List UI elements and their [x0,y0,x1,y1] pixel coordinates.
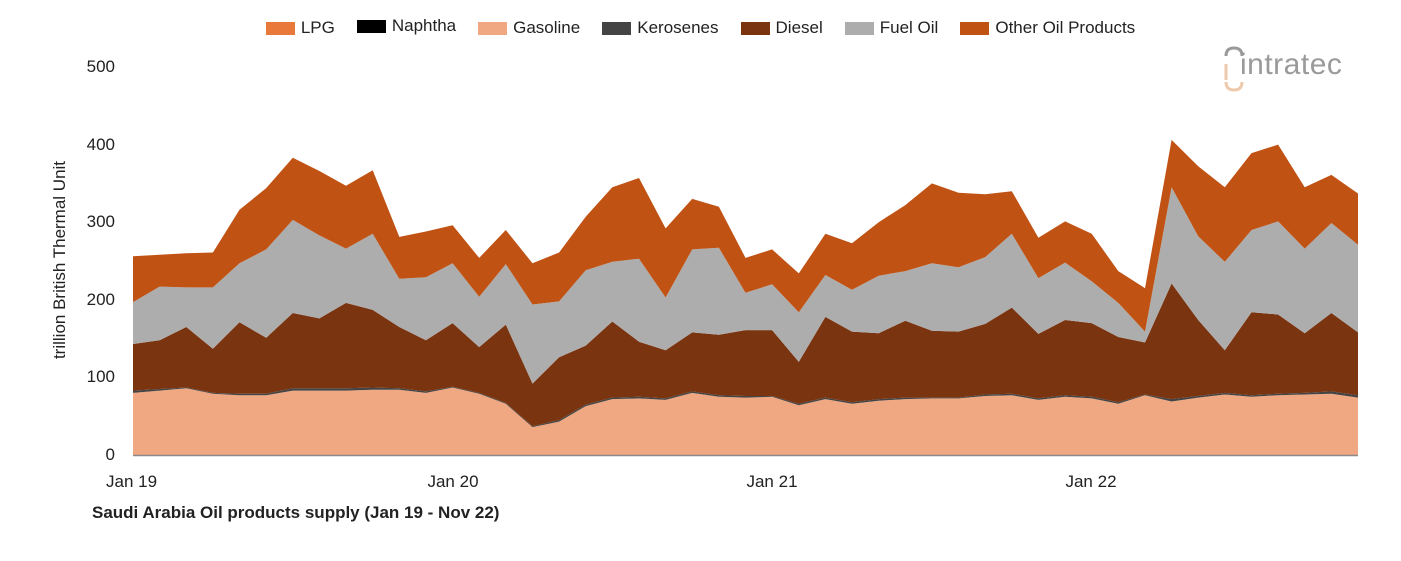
legend-swatch-icon [478,21,508,35]
y-tick-200: 200 [86,290,115,309]
legend-item-fuel-oil[interactable]: Fuel Oil [844,18,939,38]
area-other-oil-products [133,139,1358,332]
y-tick-100: 100 [86,367,115,386]
legend-swatch-icon [356,19,386,33]
legend-label: Other Oil Products [995,18,1136,37]
legend-label: Gasoline [513,18,581,37]
legend-swatch-icon [960,21,990,35]
y-tick-300: 300 [86,212,115,231]
x-tick-jan19: Jan 19 [106,472,158,491]
chart-legend: LPG Naphtha Gasoline Kerosenes Diesel Fuel Oi… [0,16,1401,38]
legend-swatch-icon [844,21,874,35]
legend-item-kerosenes[interactable]: Kerosenes [602,18,719,38]
legend-item-lpg[interactable]: LPG [265,18,335,38]
y-tick-500: 500 [86,57,115,76]
x-tick-jan22: Jan 22 [1065,472,1117,491]
legend-label: Fuel Oil [879,18,939,37]
chart-caption: Saudi Arabia Oil products supply (Jan 19… [92,503,500,522]
legend-item-gasoline[interactable]: Gasoline [478,18,580,38]
x-tick-jan21: Jan 21 [746,472,798,491]
legend-label: Naphtha [391,16,457,35]
y-tick-400: 400 [86,135,115,154]
legend-label: Kerosenes [637,18,719,37]
legend-item-diesel[interactable]: Diesel [740,18,823,38]
y-axis-label: trillion British Thermal Unit [50,160,69,360]
logo-text: intratec [1240,48,1343,81]
legend-item-other-oil-products[interactable]: Other Oil Products [960,18,1135,38]
intratec-logo-icon [1224,46,1244,92]
area-fuel-oil [133,187,1358,384]
x-tick-jan20: Jan 20 [427,472,479,491]
legend-label: Diesel [775,18,823,37]
area-gasoline [133,387,1358,455]
legend-swatch-icon [602,21,632,35]
legend-swatch-icon [265,21,295,35]
legend-item-naphtha[interactable]: Naphtha [356,16,457,36]
legend-label: LPG [300,18,335,37]
legend-swatch-icon [740,21,770,35]
y-tick-0: 0 [105,445,115,464]
area-diesel [133,283,1358,427]
area-kerosenes [133,386,1358,428]
